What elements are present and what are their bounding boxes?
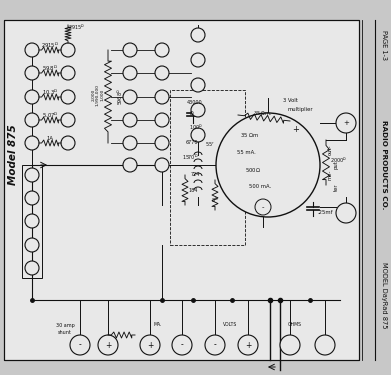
Text: 3 Volt: 3 Volt [283,99,298,104]
Circle shape [191,103,205,117]
Text: 35 $\Omega$m.: 35 $\Omega$m. [253,109,273,117]
Circle shape [315,335,335,355]
Text: -: - [79,340,81,350]
Text: 2000$^{\Omega}$: 2000$^{\Omega}$ [330,155,346,165]
Text: +: + [343,120,349,126]
Circle shape [25,90,39,104]
Text: Model 875: Model 875 [8,124,18,185]
Text: -: - [262,204,264,210]
Text: 2,000
1,990,000
1,000: 2,000 1,990,000 1,000 [91,84,105,106]
Text: 100$^{\Omega}$: 100$^{\Omega}$ [189,122,203,132]
Circle shape [25,238,39,252]
Circle shape [25,191,39,205]
Text: 1570$^{\Omega}$: 1570$^{\Omega}$ [182,152,198,162]
Text: 500 mA.: 500 mA. [249,184,271,189]
Text: VOLTS: VOLTS [223,322,237,327]
Circle shape [216,113,320,217]
Text: MA.: MA. [154,322,162,327]
Circle shape [25,113,39,127]
Circle shape [155,136,169,150]
Text: +: + [245,340,251,350]
Circle shape [255,199,271,215]
Text: 1A: 1A [47,135,54,141]
Text: MODEL DayRad 875: MODEL DayRad 875 [381,262,387,328]
Text: 184: 184 [188,188,198,192]
Text: 5968$^{\Omega}$: 5968$^{\Omega}$ [115,89,125,105]
Text: 2915$^{\Omega}$: 2915$^{\Omega}$ [41,40,59,50]
Circle shape [191,28,205,42]
Text: +: + [292,126,300,135]
Circle shape [25,136,39,150]
Text: out-: out- [328,145,332,155]
Text: +: + [147,340,153,350]
Circle shape [280,335,300,355]
Text: OHMS: OHMS [288,322,302,327]
Text: 59.8$^{\Omega}$: 59.8$^{\Omega}$ [42,63,58,73]
Circle shape [155,158,169,172]
Circle shape [123,113,137,127]
Text: me-: me- [328,170,332,180]
Text: put: put [334,160,339,170]
Text: 30 amp: 30 amp [56,322,74,327]
Text: PAGE 1-3: PAGE 1-3 [381,30,387,60]
Text: 500$\Omega$: 500$\Omega$ [245,166,261,174]
Text: 8$^{\Omega}$: 8$^{\Omega}$ [211,195,219,205]
Circle shape [61,113,75,127]
Text: 55 mA.: 55 mA. [237,150,255,156]
Text: 6770: 6770 [186,141,198,146]
Circle shape [155,113,169,127]
Circle shape [25,66,39,80]
Text: 35 $\Omega$m: 35 $\Omega$m [240,131,260,139]
Circle shape [155,90,169,104]
Circle shape [61,90,75,104]
Text: -: - [213,340,216,350]
Text: shunt: shunt [58,330,72,334]
Text: $\Omega$: $\Omega$ [189,109,195,117]
Circle shape [205,335,225,355]
Text: 5.07$^{\Omega}$: 5.07$^{\Omega}$ [42,110,58,120]
Circle shape [123,66,137,80]
Text: .25mf: .25mf [317,210,333,214]
Circle shape [61,136,75,150]
Text: 55$^r$: 55$^r$ [205,141,215,150]
Text: +: + [105,340,111,350]
Text: -: - [181,340,183,350]
Circle shape [172,335,192,355]
Circle shape [336,113,356,133]
Circle shape [25,261,39,275]
Circle shape [123,158,137,172]
Circle shape [123,90,137,104]
Circle shape [61,43,75,57]
Text: RADIO PRODUCTS CO.: RADIO PRODUCTS CO. [381,120,387,210]
Circle shape [191,53,205,67]
Text: ter: ter [334,183,339,191]
Circle shape [70,335,90,355]
Circle shape [98,335,118,355]
Circle shape [123,136,137,150]
Text: multiplier: multiplier [287,106,313,111]
Circle shape [155,43,169,57]
Text: 10.3$^{\Omega}$: 10.3$^{\Omega}$ [42,87,58,97]
Text: ·2915$^{\Omega}$: ·2915$^{\Omega}$ [67,22,85,32]
FancyBboxPatch shape [4,20,359,360]
Circle shape [25,214,39,228]
Circle shape [25,43,39,57]
Text: 724: 724 [190,172,200,177]
Circle shape [25,168,39,182]
Circle shape [61,66,75,80]
Circle shape [123,43,137,57]
Circle shape [191,78,205,92]
Circle shape [155,66,169,80]
Circle shape [336,203,356,223]
Circle shape [191,128,205,142]
Circle shape [140,335,160,355]
Circle shape [238,335,258,355]
Text: 43000: 43000 [187,100,203,105]
